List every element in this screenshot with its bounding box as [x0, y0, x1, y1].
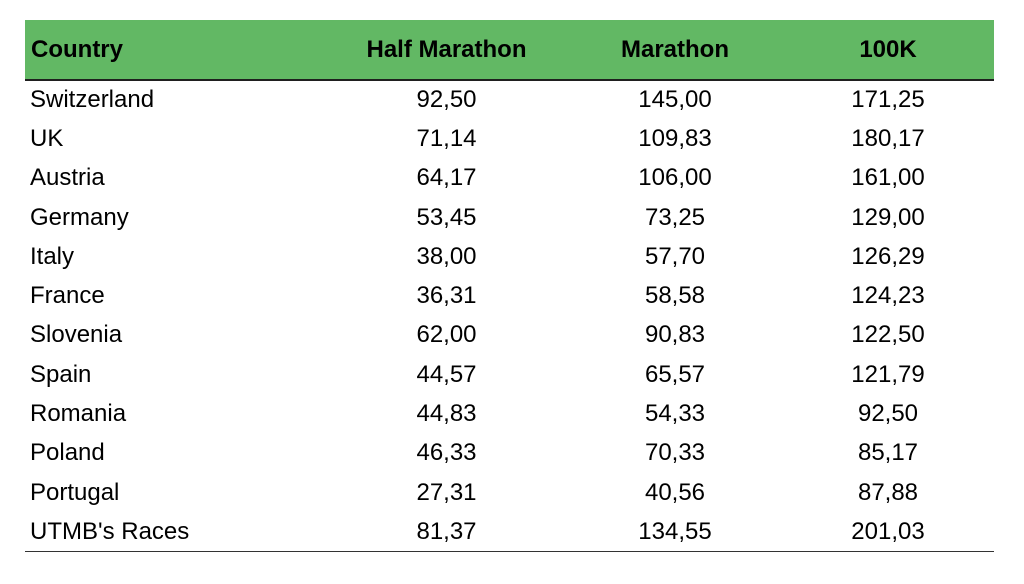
- table-row: Portugal 27,31 40,56 87,88: [25, 473, 994, 512]
- cell-half-marathon: 92,50: [416, 86, 477, 114]
- table-row: Spain 44,57 65,57 121,79: [25, 355, 994, 394]
- header-marathon: Marathon: [568, 20, 782, 81]
- cell-country: Slovenia: [30, 321, 123, 349]
- table-row: Poland 46,33 70,33 85,17: [25, 434, 994, 473]
- cell-half-marathon: 71,14: [416, 124, 477, 152]
- cell-100k: 126,29: [851, 242, 925, 270]
- cell-marathon: 65,57: [644, 360, 706, 388]
- cell-half-marathon: 81,37: [325, 512, 568, 553]
- cell-half-marathon: 46,33: [416, 439, 477, 467]
- cell-country: UK: [30, 124, 64, 152]
- cell-half-marathon: 36,31: [416, 282, 477, 310]
- cell-country: Poland: [30, 439, 105, 467]
- table-body: Switzerland 92,50 145,00 171,25 UK 71,14 109,8…: [25, 80, 994, 553]
- cell-country: Austria: [30, 164, 105, 192]
- cell-marathon: 106,00: [638, 164, 712, 192]
- cell-country: Switzerland: [30, 86, 155, 114]
- header-half-marathon: Half Marathon: [325, 20, 568, 81]
- table-row: Austria 64,17 106,00 161,00: [25, 159, 994, 198]
- country-race-table: Country Half Marathon Marathon 100K Swit…: [25, 20, 994, 553]
- cell-100k: 161,00: [851, 164, 925, 192]
- cell-half-marathon: 38,00: [416, 242, 477, 270]
- cell-100k: 87,88: [857, 478, 919, 506]
- cell-country: Romania: [30, 400, 127, 428]
- cell-half-marathon: 62,00: [416, 321, 477, 349]
- table-row: UK 71,14 109,83 180,17: [25, 119, 994, 158]
- cell-100k: 122,50: [851, 321, 925, 349]
- cell-100k: 124,23: [851, 282, 925, 310]
- cell-half-marathon: 44,83: [416, 400, 477, 428]
- cell-100k: 121,79: [851, 360, 925, 388]
- data-table-container: Country Half Marathon Marathon 100K Swit…: [25, 20, 994, 553]
- cell-half-marathon: 64,17: [416, 164, 477, 192]
- cell-country: Germany: [30, 203, 129, 231]
- cell-100k: 201,03: [782, 512, 994, 553]
- cell-country: Italy: [30, 242, 75, 270]
- cell-100k: 171,25: [851, 86, 925, 114]
- table-row: Italy 38,00 57,70 126,29: [25, 237, 994, 276]
- cell-100k: 92,50: [857, 400, 919, 428]
- table-row: UTMB's Races 81,37 134,55 201,03: [25, 512, 994, 553]
- header-100k: 100K: [782, 20, 994, 81]
- cell-half-marathon: 27,31: [416, 478, 477, 506]
- cell-half-marathon: 53,45: [416, 203, 477, 231]
- table-row: Slovenia 62,00 90,83 122,50: [25, 316, 994, 355]
- cell-country: Spain: [30, 360, 92, 388]
- cell-marathon: 70,33: [644, 439, 706, 467]
- table-row: Switzerland 92,50 145,00 171,25: [25, 80, 994, 119]
- cell-100k: 129,00: [851, 203, 925, 231]
- cell-marathon: 145,00: [638, 86, 712, 114]
- header-row: Country Half Marathon Marathon 100K: [25, 20, 994, 81]
- cell-country: Portugal: [30, 478, 120, 506]
- cell-marathon: 54,33: [644, 400, 706, 428]
- cell-marathon: 58,58: [644, 282, 706, 310]
- table-row: Germany 53,45 73,25 129,00: [25, 198, 994, 237]
- cell-100k: 180,17: [851, 124, 925, 152]
- table-header: Country Half Marathon Marathon 100K: [25, 20, 994, 81]
- cell-marathon: 57,70: [644, 242, 706, 270]
- cell-marathon: 134,55: [568, 512, 782, 553]
- cell-100k: 85,17: [857, 439, 919, 467]
- cell-marathon: 90,83: [644, 321, 706, 349]
- cell-country: France: [30, 282, 105, 310]
- cell-marathon: 40,56: [644, 478, 706, 506]
- cell-half-marathon: 44,57: [416, 360, 477, 388]
- header-country: Country: [25, 20, 325, 81]
- table-row: Romania 44,83 54,33 92,50: [25, 394, 994, 433]
- cell-marathon: 109,83: [638, 124, 712, 152]
- table-row: France 36,31 58,58 124,23: [25, 276, 994, 315]
- cell-marathon: 73,25: [644, 203, 706, 231]
- cell-country: UTMB's Races: [25, 512, 325, 553]
